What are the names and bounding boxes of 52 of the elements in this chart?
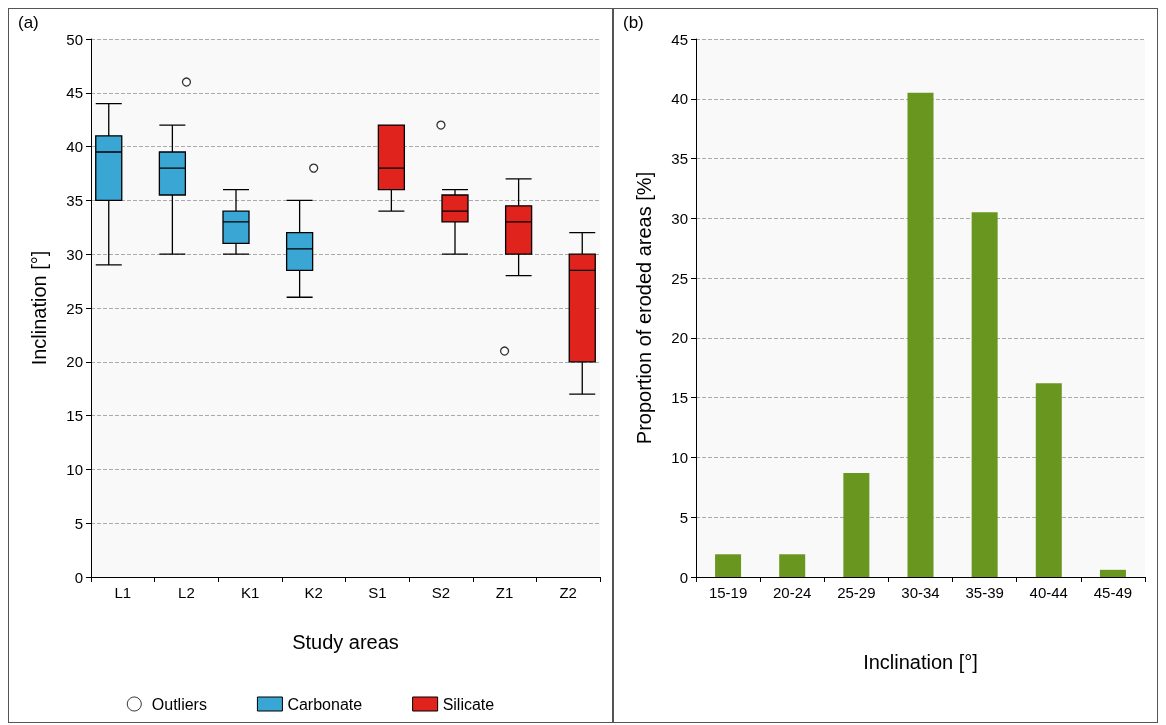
y-tick-label: 0 [679, 568, 688, 586]
y-tick-label: 30 [671, 209, 688, 227]
x-tick-label: 30-34 [901, 584, 940, 601]
y-tick-label: 30 [66, 245, 83, 263]
y-axis-title: Inclination [°] [28, 250, 50, 366]
y-tick-label: 10 [66, 460, 83, 478]
bar [1099, 569, 1126, 577]
y-tick-label: 50 [66, 30, 83, 48]
x-tick-label: Z1 [495, 584, 514, 601]
x-tick-label: 35-39 [965, 584, 1004, 601]
x-axis-title: Inclination [°] [863, 651, 978, 673]
x-axis-title: Study areas [292, 631, 399, 653]
x-tick-label: K2 [304, 584, 323, 601]
y-tick-label: 40 [66, 138, 83, 156]
chart-title: (a) [18, 13, 39, 32]
y-axis-title: Proportion of eroded areas [%] [633, 171, 655, 445]
chart-title: (b) [623, 13, 644, 32]
bar [971, 212, 998, 577]
y-tick-label: 20 [66, 353, 83, 371]
bar [779, 554, 806, 577]
bar [843, 472, 870, 577]
x-tick-label: L1 [114, 584, 132, 601]
x-tick-label: K1 [240, 584, 260, 601]
y-tick-label: 0 [74, 568, 83, 586]
bar [715, 554, 742, 577]
y-tick-label: 25 [671, 269, 688, 287]
x-tick-label: 20-24 [773, 584, 812, 601]
x-tick-label: 40-44 [1029, 584, 1068, 601]
y-tick-label: 5 [74, 514, 83, 532]
x-tick-label: 25-29 [837, 584, 876, 601]
legend-label: Silicate [442, 695, 495, 713]
y-tick-label: 20 [671, 329, 688, 347]
y-tick-label: 25 [66, 299, 83, 317]
x-tick-label: 45-49 [1093, 584, 1133, 601]
y-tick-label: 35 [66, 191, 83, 209]
y-tick-label: 15 [671, 389, 688, 407]
y-tick-label: 45 [66, 84, 83, 102]
x-tick-label: Z2 [559, 584, 577, 601]
x-tick-label: L2 [178, 584, 195, 601]
y-tick-label: 35 [671, 150, 688, 168]
x-tick-label: S2 [431, 584, 451, 601]
x-tick-label: S1 [368, 584, 387, 601]
bar [1035, 383, 1062, 577]
y-tick-label: 5 [679, 508, 688, 526]
legend-label: Outliers [151, 695, 207, 713]
legend-label: Carbonate [287, 695, 363, 713]
bar [907, 92, 934, 577]
y-tick-label: 10 [671, 448, 688, 466]
y-tick-label: 45 [671, 30, 688, 48]
y-tick-label: 15 [66, 407, 83, 425]
x-tick-label: 15-19 [708, 584, 748, 601]
y-tick-label: 40 [671, 90, 688, 108]
